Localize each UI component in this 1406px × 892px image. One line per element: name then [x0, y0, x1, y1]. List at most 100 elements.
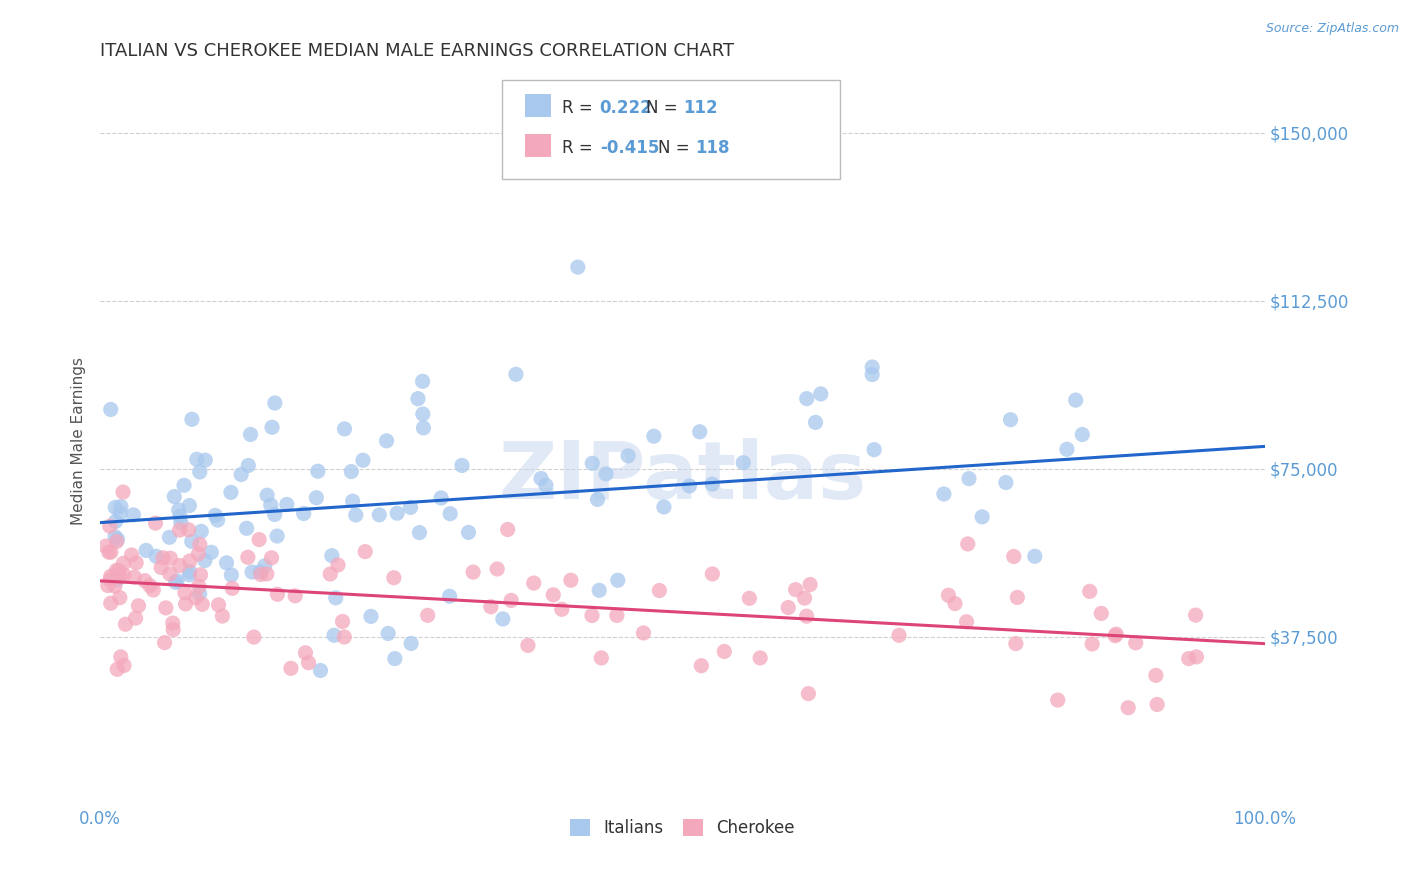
Point	[260, 550, 283, 565]
Point	[325, 591, 347, 605]
Point	[702, 566, 724, 581]
Point	[256, 566, 278, 581]
Point	[127, 599, 149, 613]
Legend: Italians, Cherokee: Italians, Cherokee	[562, 813, 801, 844]
Point	[162, 616, 184, 631]
Point	[305, 491, 328, 505]
Point	[173, 585, 195, 599]
Point	[382, 571, 405, 585]
Point	[159, 530, 181, 544]
Point	[190, 524, 212, 539]
Point	[110, 649, 132, 664]
Point	[249, 565, 271, 579]
Point	[215, 556, 238, 570]
Point	[98, 573, 121, 587]
Point	[796, 609, 818, 624]
Point	[142, 582, 165, 597]
Point	[174, 597, 197, 611]
Point	[375, 434, 398, 448]
Point	[586, 492, 609, 507]
Point	[430, 491, 453, 505]
Point	[541, 588, 564, 602]
Point	[152, 550, 174, 565]
Point	[1104, 629, 1126, 643]
Point	[416, 608, 439, 623]
Text: -0.415: -0.415	[600, 139, 659, 157]
Point	[98, 519, 121, 533]
Point	[595, 467, 617, 481]
Point	[276, 498, 298, 512]
Point	[104, 530, 127, 544]
Point	[1056, 442, 1078, 457]
Point	[243, 630, 266, 644]
Point	[633, 626, 655, 640]
Point	[307, 464, 329, 478]
Point	[957, 472, 980, 486]
Point	[145, 516, 167, 530]
Point	[179, 565, 201, 579]
Text: Source: ZipAtlas.com: Source: ZipAtlas.com	[1265, 22, 1399, 36]
Point	[104, 515, 127, 529]
Text: ZIPatlas: ZIPatlas	[498, 438, 866, 516]
Point	[581, 456, 603, 470]
FancyBboxPatch shape	[502, 80, 839, 178]
Point	[177, 523, 200, 537]
Point	[188, 537, 211, 551]
Point	[110, 506, 132, 520]
Point	[1125, 636, 1147, 650]
Point	[588, 583, 610, 598]
Point	[412, 374, 434, 388]
Point	[567, 260, 589, 274]
Point	[162, 623, 184, 637]
Point	[108, 569, 131, 583]
Point	[112, 557, 135, 571]
Point	[652, 500, 675, 514]
Point	[689, 425, 711, 439]
Point	[342, 494, 364, 508]
Point	[738, 591, 761, 606]
Point	[150, 560, 173, 574]
Point	[804, 416, 827, 430]
Point	[260, 498, 283, 512]
Point	[1185, 649, 1208, 664]
Point	[690, 658, 713, 673]
Point	[194, 553, 217, 567]
Point	[860, 368, 883, 382]
Point	[105, 534, 128, 549]
Point	[534, 478, 557, 492]
Point	[105, 662, 128, 676]
Point	[797, 687, 820, 701]
Point	[938, 588, 960, 602]
Text: R =: R =	[562, 139, 599, 157]
Point	[247, 533, 270, 547]
Point	[159, 551, 181, 566]
Point	[1002, 549, 1025, 564]
Point	[344, 508, 367, 522]
Point	[793, 591, 815, 606]
Point	[778, 600, 800, 615]
Point	[294, 646, 316, 660]
Point	[256, 488, 278, 502]
Point	[153, 635, 176, 649]
Point	[617, 449, 640, 463]
Point	[179, 567, 201, 582]
Text: N =: N =	[647, 99, 683, 117]
Point	[319, 566, 342, 581]
Point	[112, 567, 135, 582]
Point	[702, 477, 724, 491]
Point	[155, 601, 177, 615]
Point	[110, 500, 132, 514]
Point	[292, 507, 315, 521]
Point	[263, 508, 285, 522]
Point	[100, 402, 122, 417]
Point	[360, 609, 382, 624]
Point	[121, 548, 143, 562]
Point	[219, 485, 242, 500]
Point	[179, 554, 201, 568]
Point	[333, 422, 356, 436]
Point	[492, 612, 515, 626]
Point	[207, 513, 229, 527]
Point	[733, 456, 755, 470]
Point	[266, 587, 288, 601]
Point	[167, 503, 190, 517]
